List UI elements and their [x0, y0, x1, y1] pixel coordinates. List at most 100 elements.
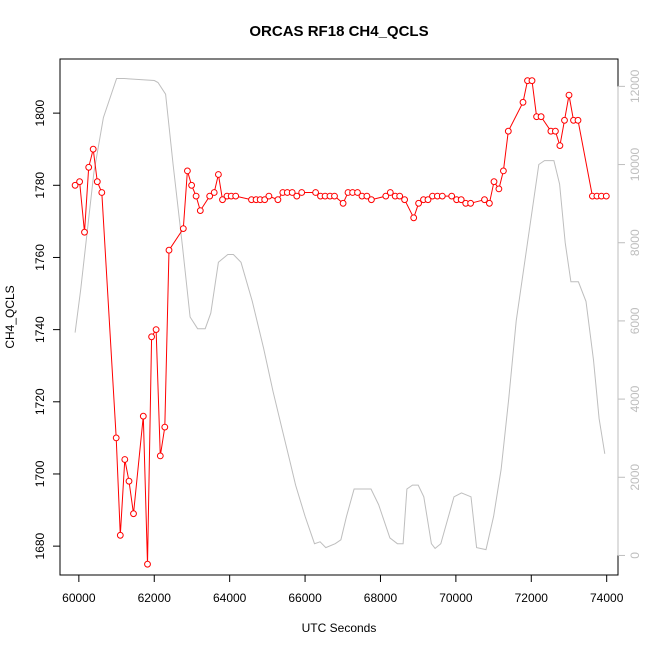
ch4-point: [528, 77, 536, 85]
ch4-point: [481, 196, 488, 204]
ch4-point: [467, 199, 475, 207]
ch4-point: [219, 196, 226, 204]
ch4-point: [152, 326, 160, 334]
ch4-point: [288, 189, 296, 196]
ch4-point: [81, 228, 88, 236]
x-tick-label: 60000: [62, 591, 96, 605]
ch4-point: [85, 163, 93, 171]
ch4-point: [293, 192, 301, 200]
y-tick-label: 1760: [33, 244, 47, 271]
ch4-point: [368, 196, 375, 204]
ch4-point: [261, 196, 269, 204]
ch4-point: [354, 189, 361, 196]
ch4-point: [457, 196, 465, 204]
ch4-point: [232, 192, 240, 200]
x-axis: 60000 62000 64000 66000 68000 70000 72000 74000: [62, 574, 624, 605]
ch4-point: [130, 510, 137, 518]
ch4-point: [565, 91, 573, 99]
y-tick-label: 1740: [33, 316, 47, 343]
ch4-point: [448, 192, 456, 200]
ch4-point: [486, 199, 493, 207]
ch4-point: [298, 189, 306, 196]
ch4-point: [76, 178, 83, 186]
ch4-point: [537, 113, 545, 121]
x-tick-label: 74000: [590, 591, 624, 605]
ch4-point: [210, 189, 218, 196]
ch4-point: [339, 199, 347, 207]
x-tick-label: 66000: [288, 591, 322, 605]
ch4-point: [265, 192, 273, 200]
ch4-point: [602, 192, 610, 200]
ch4-point: [331, 192, 338, 200]
ch4-point: [89, 145, 97, 153]
ch4-point: [144, 560, 151, 568]
ch4-point: [184, 167, 191, 175]
x-tick-label: 68000: [364, 591, 398, 605]
y-tick-label: 1800: [33, 99, 47, 126]
y-axis-right: 0 2000 4000 6000 8000 10000 12000: [617, 69, 642, 559]
x-tick-label: 70000: [439, 591, 473, 605]
ch4-point: [215, 171, 222, 178]
ch4-point: [401, 196, 409, 204]
y-tick-label: 1700: [33, 460, 47, 487]
ch4-point: [179, 225, 187, 233]
ch4-point: [495, 185, 503, 193]
ch4-point: [424, 196, 432, 204]
ch4-point: [116, 531, 124, 539]
x-tick-label: 72000: [515, 591, 549, 605]
x-tick-label: 64000: [213, 591, 247, 605]
y-tick-label: 1680: [33, 532, 47, 559]
ch4-point: [312, 189, 320, 196]
y-tick-label: 1720: [33, 388, 47, 415]
ch4-series: [71, 77, 610, 568]
y-tick-label: 1780: [33, 172, 47, 199]
ch4-point: [165, 246, 173, 254]
ch4-point: [363, 192, 371, 200]
ch4-point: [112, 434, 120, 442]
ch4-point: [438, 192, 446, 200]
y2-tick-label: 2000: [628, 464, 642, 491]
ch4-point: [556, 142, 564, 150]
ch4-point: [386, 189, 394, 196]
ch4-point: [188, 181, 196, 189]
ch4-point: [93, 178, 101, 186]
ch4-point: [410, 214, 418, 222]
ch4-point: [490, 178, 498, 186]
ch4-point: [206, 192, 214, 200]
y2-tick-label: 6000: [628, 307, 642, 334]
ch4-point: [125, 477, 133, 485]
y2-tick-label: 4000: [628, 385, 642, 412]
ch4-point: [274, 196, 282, 204]
y2-tick-label: 0: [628, 552, 642, 559]
y2-tick-label: 12000: [628, 69, 642, 103]
y-axis-left: 1680 1700 1720 1740 1760 1780 1800: [33, 99, 61, 559]
ch4-point: [415, 199, 423, 207]
y2-tick-label: 8000: [628, 229, 642, 256]
ch4-point: [161, 423, 169, 431]
altitude-line: [74, 78, 606, 551]
ch4-point: [519, 98, 527, 106]
x-axis-title: UTC Seconds: [302, 621, 377, 635]
ch4-point: [500, 167, 507, 175]
y-axis-title: CH4_QCLS: [3, 285, 17, 348]
ch4-point: [574, 116, 582, 124]
ch4-point: [98, 189, 106, 196]
altitude-series: [74, 78, 606, 551]
ch4-point: [156, 452, 164, 460]
y2-tick-label: 10000: [628, 148, 642, 182]
ch4-point: [71, 181, 79, 189]
ch4-point: [121, 456, 129, 463]
ch4-point: [504, 127, 512, 135]
ch4-point: [396, 192, 404, 200]
chart-title: ORCAS RF18 CH4_QCLS: [249, 23, 428, 40]
ch4-point: [139, 412, 147, 420]
x-tick-label: 62000: [138, 591, 172, 605]
ch4-point: [192, 192, 200, 200]
ch4-point: [552, 127, 559, 135]
ch4-point: [196, 207, 204, 215]
ch4-point: [561, 116, 568, 124]
ch4-point: [148, 333, 156, 341]
ch4-point: [382, 192, 390, 200]
